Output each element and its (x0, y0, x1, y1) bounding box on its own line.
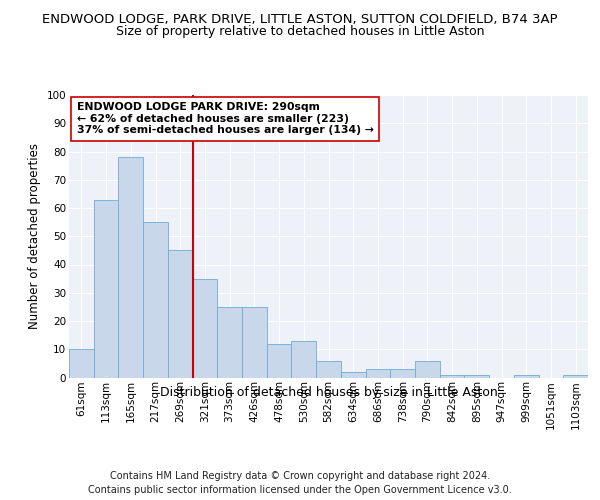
Bar (514, 374, 539, 378)
Bar (415, 360, 440, 378)
Bar (94, 200, 118, 378)
Bar (563, 374, 588, 378)
Bar (217, 307, 242, 378)
Bar (143, 222, 168, 378)
Bar (464, 374, 489, 378)
Y-axis label: Number of detached properties: Number of detached properties (28, 143, 41, 329)
Bar (193, 278, 217, 378)
Bar (440, 374, 464, 378)
Text: ENDWOOD LODGE PARK DRIVE: 290sqm
← 62% of detached houses are smaller (223)
37% : ENDWOOD LODGE PARK DRIVE: 290sqm ← 62% o… (77, 102, 374, 136)
Text: ENDWOOD LODGE, PARK DRIVE, LITTLE ASTON, SUTTON COLDFIELD, B74 3AP: ENDWOOD LODGE, PARK DRIVE, LITTLE ASTON,… (42, 12, 558, 26)
Text: Contains HM Land Registry data © Crown copyright and database right 2024.: Contains HM Land Registry data © Crown c… (110, 471, 490, 481)
Bar (341, 372, 365, 378)
Text: Contains public sector information licensed under the Open Government Licence v3: Contains public sector information licen… (88, 485, 512, 495)
Bar (69, 349, 94, 378)
Bar (365, 369, 390, 378)
Text: Distribution of detached houses by size in Little Aston: Distribution of detached houses by size … (160, 386, 497, 399)
Text: Size of property relative to detached houses in Little Aston: Size of property relative to detached ho… (116, 25, 484, 38)
Bar (316, 360, 341, 378)
Bar (242, 307, 267, 378)
Bar (168, 250, 193, 378)
Bar (390, 369, 415, 378)
Bar (118, 157, 143, 378)
Bar (267, 344, 292, 378)
Bar (292, 341, 316, 378)
